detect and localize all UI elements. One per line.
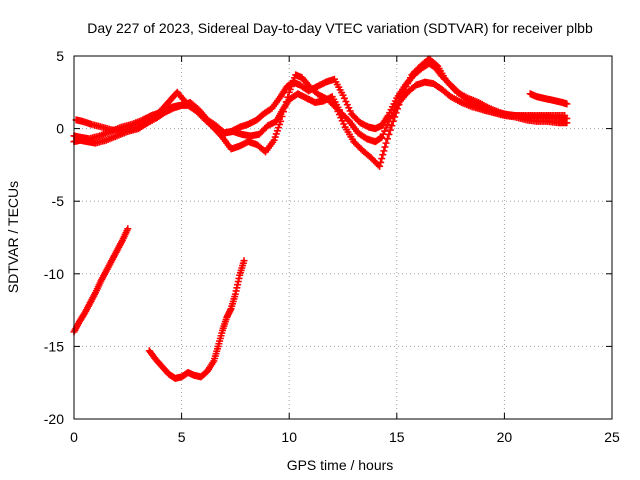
data-point-marker — [278, 113, 286, 120]
series-track-f — [145, 257, 248, 382]
data-point-marker — [389, 117, 397, 125]
data-point-marker — [391, 113, 399, 121]
data-point-marker — [273, 127, 281, 135]
x-axis-label: GPS time / hours — [287, 457, 394, 473]
data-point-marker — [271, 133, 279, 141]
data-point-marker — [385, 130, 393, 138]
data-point-marker — [378, 133, 386, 141]
data-point-marker — [381, 143, 389, 151]
data-point-marker — [388, 122, 396, 130]
data-point-marker — [432, 61, 440, 69]
x-tick-label: 0 — [70, 429, 78, 445]
data-point-marker — [383, 121, 391, 129]
data-point-marker — [396, 97, 404, 105]
data-point-marker — [382, 124, 390, 132]
data-point-marker — [392, 109, 400, 117]
data-point-marker — [563, 119, 571, 127]
x-tick-label: 10 — [281, 429, 297, 445]
y-tick-label: 5 — [56, 48, 64, 64]
data-point-marker — [377, 158, 385, 166]
data-point-marker — [345, 104, 353, 112]
data-point-marker — [340, 120, 348, 128]
data-point-marker — [342, 97, 350, 105]
data-point-marker — [382, 139, 390, 147]
y-tick-label: -15 — [44, 338, 64, 354]
data-point-marker — [381, 127, 389, 135]
data-point-marker — [337, 114, 345, 122]
data-point-marker — [394, 105, 402, 113]
data-point-marker — [340, 94, 348, 102]
data-point-marker — [284, 93, 292, 101]
data-point-marker — [331, 103, 339, 111]
y-tick-label: 0 — [56, 121, 64, 137]
chart-title: Day 227 of 2023, Sidereal Day-to-day VTE… — [87, 20, 593, 36]
data-point-marker — [378, 155, 386, 163]
data-point-marker — [383, 135, 391, 143]
plot-frame — [73, 55, 613, 420]
data-point-marker — [386, 126, 394, 134]
data-point-marker — [561, 112, 569, 120]
data-point-marker — [276, 120, 284, 128]
data-point-marker — [334, 107, 342, 115]
data-point-marker — [272, 130, 280, 138]
x-tick-label: 15 — [389, 429, 405, 445]
data-point-marker — [335, 111, 343, 119]
data-point-marker — [274, 124, 282, 132]
y-axis-label: SDTVAR / TECUs — [5, 181, 21, 293]
x-tick-label: 5 — [178, 429, 186, 445]
data-point-marker — [277, 117, 285, 125]
data-points — [70, 55, 571, 382]
series-track-e — [70, 225, 132, 336]
data-point-marker — [380, 147, 388, 155]
y-tick-label: -5 — [52, 193, 65, 209]
data-point-marker — [346, 107, 354, 115]
y-tick-label: -20 — [44, 411, 64, 427]
data-point-marker — [395, 101, 403, 109]
series-track-c — [70, 55, 569, 170]
data-point-marker — [240, 257, 248, 265]
data-point-marker — [563, 100, 571, 108]
data-point-marker — [279, 108, 287, 116]
data-point-marker — [282, 98, 290, 106]
data-point-marker — [379, 151, 387, 159]
axis-ticks: 0 5 10 15 20 25 -20 -15 -10 -5 0 5 — [44, 48, 620, 445]
data-point-marker — [270, 136, 278, 144]
x-tick-label: 25 — [604, 429, 620, 445]
data-point-marker — [338, 117, 346, 125]
data-point-marker — [281, 103, 289, 111]
data-point-marker — [376, 162, 384, 170]
data-point-marker — [339, 91, 347, 99]
series-track-d — [526, 90, 571, 108]
data-point-marker — [343, 101, 351, 109]
data-point-marker — [206, 120, 214, 128]
data-point-marker — [333, 104, 341, 112]
grid — [74, 56, 612, 419]
data-point-marker — [124, 225, 132, 233]
y-tick-label: -10 — [44, 266, 64, 282]
data-point-marker — [398, 92, 406, 100]
x-tick-label: 20 — [497, 429, 513, 445]
